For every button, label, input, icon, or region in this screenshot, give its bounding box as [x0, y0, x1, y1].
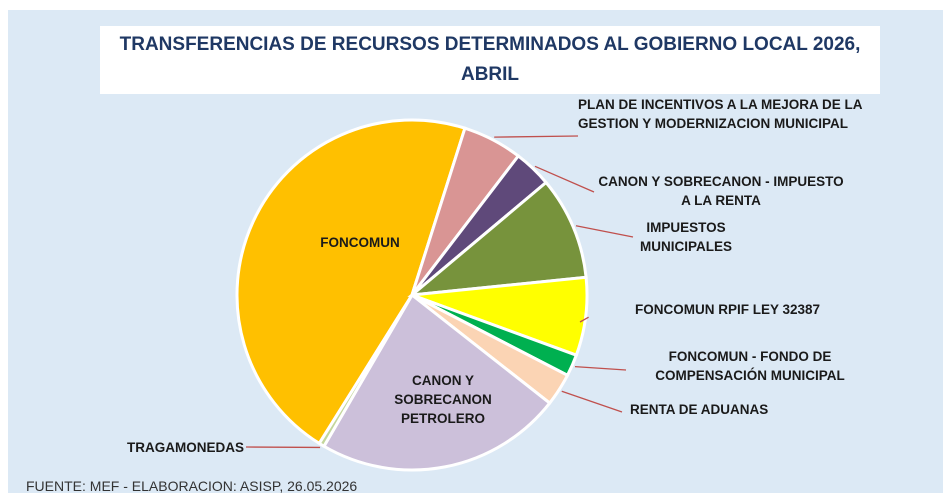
leader-line: [494, 135, 579, 138]
slice-label: CANON Y SOBRECANON - IMPUESTO A LA RENTA: [598, 174, 844, 208]
slice-label: CANON Y SOBRECANON PETROLERO: [394, 373, 492, 426]
slice-label: FONCOMUN RPIF LEY 32387: [635, 302, 821, 317]
pie-slice: [317, 294, 414, 449]
chart-panel: TRANSFERENCIAS DE RECURSOS DETERMINADOS …: [8, 10, 943, 493]
slice-label: FONCOMUN: [320, 235, 400, 250]
leader-line: [561, 390, 623, 413]
slice-label: IMPUESTOS MUNICIPALES: [639, 220, 732, 254]
chart: [235, 118, 634, 472]
slice-label: PLAN DE INCENTIVOS A LA MEJORA DE LA GES…: [578, 97, 863, 131]
slice-label: RENTA DE ADUANAS: [630, 402, 769, 417]
leader-line: [534, 165, 595, 193]
slice-label: FONCOMUN - FONDO DE COMPENSACIÓN MUNICIP…: [655, 349, 845, 383]
pie-slice: [321, 292, 552, 472]
leader-line: [575, 225, 634, 238]
leader-line: [574, 365, 627, 371]
source-note: FUENTE: MEF - ELABORACION: ASISP, 26.05.…: [26, 478, 358, 493]
slice-label: TRAGAMONEDAS: [127, 440, 244, 455]
pie-slice: [407, 180, 588, 297]
chart-title: TRANSFERENCIAS DE RECURSOS DETERMINADOS …: [100, 26, 880, 94]
pie-slice: [235, 118, 467, 446]
leader-line: [579, 316, 589, 323]
